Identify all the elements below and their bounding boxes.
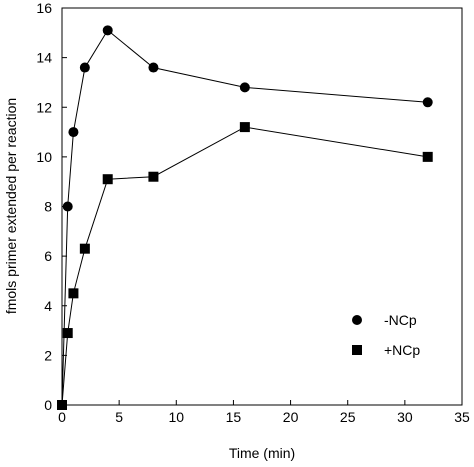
data-point-circle [68, 127, 79, 138]
data-point-square [239, 122, 250, 133]
y-tick-label: 16 [36, 0, 52, 16]
x-tick-label: 5 [115, 409, 123, 425]
y-tick-label: 10 [36, 149, 52, 165]
data-point-square [68, 288, 79, 299]
legend-label-ncp-minus: -NCp [384, 312, 417, 328]
data-point-square [148, 171, 159, 182]
data-point-circle [148, 62, 159, 73]
legend: -NCp +NCp [352, 312, 420, 358]
y-axis-title: fmols primer extended per reaction [3, 98, 19, 314]
x-tick-label: 25 [340, 409, 356, 425]
data-point-square [62, 328, 73, 339]
y-tick-label: 12 [36, 99, 52, 115]
x-tick-label: 0 [58, 409, 66, 425]
legend-item-ncp-minus: -NCp [352, 312, 417, 328]
legend-item-ncp-plus: +NCp [352, 342, 420, 358]
series-layer [57, 25, 433, 410]
legend-marker-square [352, 345, 362, 355]
x-tick-label: 35 [454, 409, 470, 425]
x-tick-label: 20 [283, 409, 299, 425]
y-tick-label: 4 [44, 298, 52, 314]
series-line-1 [61, 126, 428, 406]
data-point-square [422, 151, 433, 162]
data-point-square [79, 243, 90, 254]
data-point-square [102, 174, 113, 185]
y-tick-label: 14 [36, 50, 52, 66]
x-axis-title: Time (min) [229, 445, 295, 461]
legend-label-ncp-plus: +NCp [384, 342, 420, 358]
data-point-circle [79, 62, 90, 73]
data-point-circle [102, 25, 113, 36]
y-tick-label: 8 [44, 199, 52, 215]
data-point-circle [422, 97, 433, 108]
data-point-circle [62, 201, 73, 212]
y-tick-label: 0 [44, 397, 52, 413]
x-tick-label: 30 [397, 409, 413, 425]
y-tick-label: 2 [44, 347, 52, 363]
x-tick-label: 15 [226, 409, 242, 425]
y-tick-label: 6 [44, 248, 52, 264]
data-point-circle [239, 82, 250, 93]
axis-ticks: 0 5 10 15 20 25 30 35 0 2 4 6 8 10 12 14 16 [36, 0, 470, 425]
x-tick-label: 10 [168, 409, 184, 425]
legend-marker-circle [352, 315, 362, 325]
series-line-0 [61, 29, 428, 406]
data-point-square [57, 400, 67, 410]
